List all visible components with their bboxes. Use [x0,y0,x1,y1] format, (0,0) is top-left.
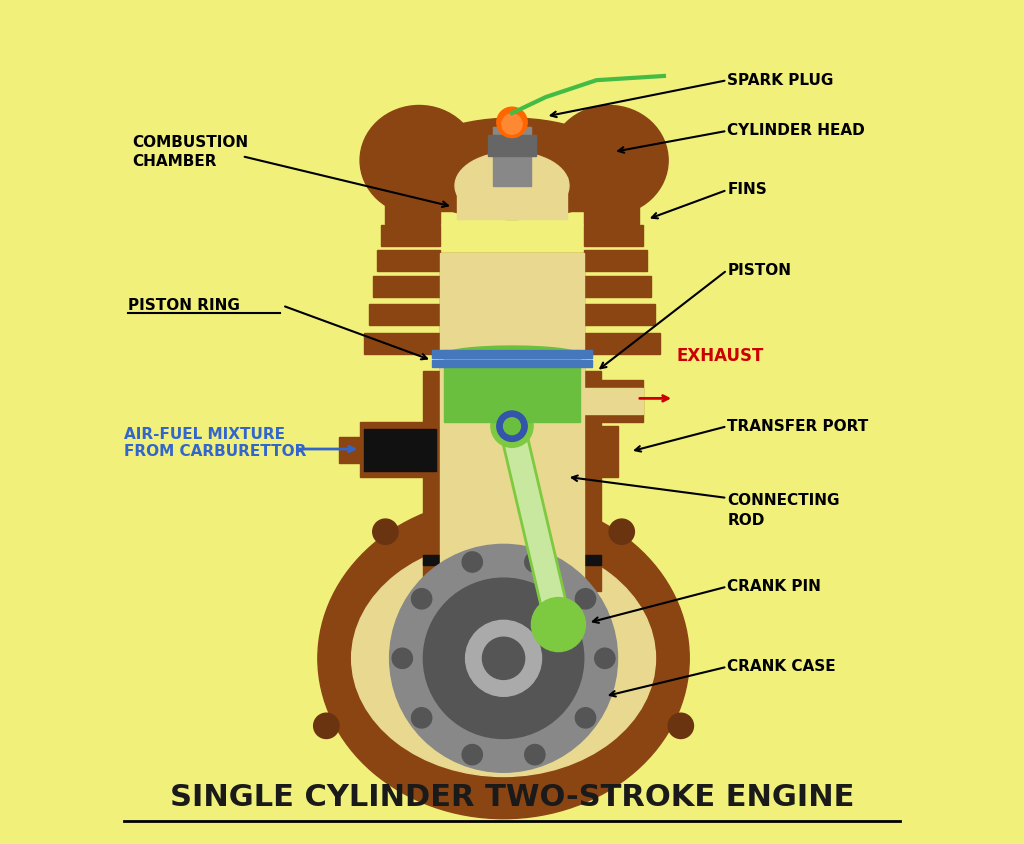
Bar [428,127,596,211]
Bar [369,304,440,325]
Text: CRANK PIN: CRANK PIN [727,579,821,594]
Circle shape [609,519,635,544]
Circle shape [524,744,545,765]
Ellipse shape [455,152,569,219]
Bar [584,304,655,325]
Circle shape [497,107,527,138]
Circle shape [524,552,545,572]
Bar [365,333,440,354]
Polygon shape [500,424,570,627]
Circle shape [466,620,542,696]
Bar [584,333,659,354]
Circle shape [490,405,534,447]
Bar [432,360,592,367]
Circle shape [497,411,527,441]
Circle shape [392,648,413,668]
Circle shape [412,708,432,728]
Bar [377,250,440,271]
Bar [584,203,639,224]
Circle shape [423,578,584,738]
Text: SPARK PLUG: SPARK PLUG [727,73,834,88]
Ellipse shape [550,106,668,215]
Text: CYLINDER HEAD: CYLINDER HEAD [727,123,865,138]
Text: CONNECTING
ROD: CONNECTING ROD [727,493,840,528]
Text: CRANK CASE: CRANK CASE [727,659,836,674]
Text: AIR-FUEL MIXTURE: AIR-FUEL MIXTURE [124,427,285,442]
Text: SINGLE CYLINDER TWO-STROKE ENGINE: SINGLE CYLINDER TWO-STROKE ENGINE [170,783,854,812]
Circle shape [595,648,615,668]
Circle shape [313,713,339,738]
Text: PISTON RING: PISTON RING [128,298,240,313]
Bar [385,203,440,224]
Bar [584,380,643,422]
Circle shape [462,744,482,765]
Circle shape [373,519,398,544]
Ellipse shape [402,118,622,219]
Circle shape [412,588,432,609]
Circle shape [575,588,596,609]
Bar [373,276,440,297]
Circle shape [531,598,586,652]
Text: PISTON: PISTON [727,262,792,278]
Bar [584,250,647,271]
Text: TRANSFER PORT: TRANSFER PORT [727,419,868,434]
Bar [584,225,643,246]
Bar [432,350,592,358]
Ellipse shape [351,540,655,776]
Bar [488,135,536,156]
Circle shape [668,713,693,738]
Bar [440,253,584,371]
Circle shape [502,114,522,134]
Bar [584,276,651,297]
Text: FINS: FINS [727,182,767,197]
Ellipse shape [360,106,478,215]
Bar [444,350,580,359]
Bar [440,371,584,591]
Text: EXHAUST: EXHAUST [677,347,764,365]
Bar [423,371,601,591]
Bar [584,426,617,477]
Bar [444,354,580,422]
Bar [339,437,365,463]
Circle shape [540,606,577,643]
Bar [457,177,567,219]
Circle shape [482,637,524,679]
Text: FROM CARBURETTOR: FROM CARBURETTOR [124,444,306,459]
Text: COMBUSTION
CHAMBER: COMBUSTION CHAMBER [132,134,249,170]
Bar [360,422,440,477]
Bar [365,429,436,471]
Ellipse shape [444,346,580,363]
Bar [584,388,643,414]
Bar [381,225,440,246]
Circle shape [504,418,520,435]
Bar [423,555,601,565]
Ellipse shape [317,498,689,819]
Bar [440,253,584,371]
Circle shape [389,544,617,772]
Circle shape [462,552,482,572]
Bar [494,127,530,186]
Circle shape [575,708,596,728]
